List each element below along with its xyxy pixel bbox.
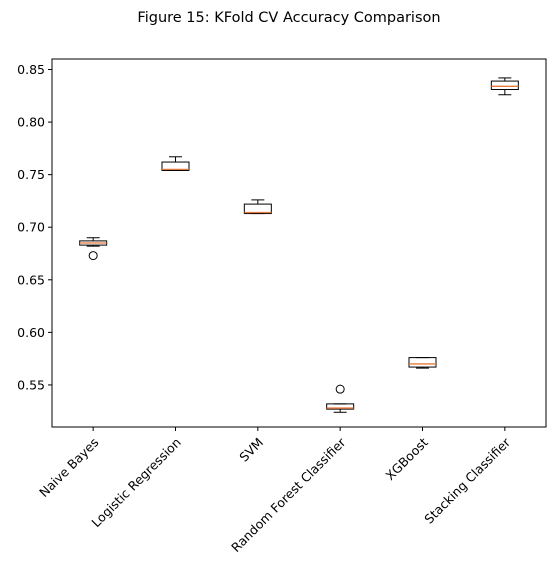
outlier-point xyxy=(335,384,345,394)
x-tick-label: XGBoost xyxy=(382,435,431,484)
box-svm xyxy=(243,199,272,215)
box-random-forest-classifier xyxy=(326,384,355,413)
y-tick-label: 0.75 xyxy=(17,167,45,182)
chart-title: Figure 15: KFold CV Accuracy Comparison xyxy=(137,10,440,26)
iqr-box xyxy=(408,357,437,368)
box-stacking-classifier xyxy=(490,77,519,96)
y-tick-label: 0.65 xyxy=(17,272,45,287)
box-logistic-regression xyxy=(161,156,190,171)
outlier-point xyxy=(88,251,98,261)
x-tick-label: Logistic Regression xyxy=(88,435,183,530)
x-tick-label: Stacking Classifier xyxy=(421,434,514,527)
x-tick-label: SVM xyxy=(236,435,266,465)
iqr-box xyxy=(243,203,272,215)
y-tick-label: 0.55 xyxy=(17,377,45,392)
box-naive-bayes xyxy=(79,237,108,261)
iqr-box xyxy=(161,161,190,171)
plot-area: 0.55 0.60 0.65 0.70 0.75 0.80 0.85 Naive BayesL… xyxy=(17,62,519,555)
y-tick-label: 0.60 xyxy=(17,325,45,340)
y-tick-label: 0.85 xyxy=(17,62,45,77)
y-tick-label: 0.70 xyxy=(17,220,45,235)
axes-frame xyxy=(51,58,547,428)
box-xgboost xyxy=(408,357,437,369)
iqr-box xyxy=(490,80,519,90)
y-tick-label: 0.80 xyxy=(17,115,45,130)
iqr-box xyxy=(326,403,355,410)
x-tick-label: Naive Bayes xyxy=(36,435,101,500)
